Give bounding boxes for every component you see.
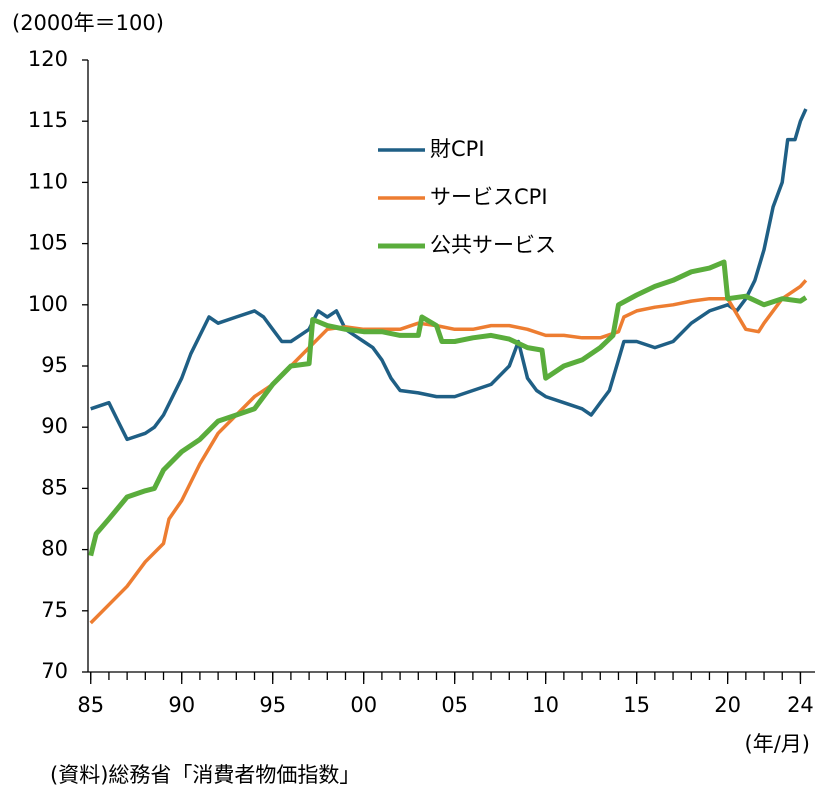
- series-line: [89, 279, 808, 625]
- x-tick-label: 00: [350, 693, 377, 717]
- y-tick-label: 115: [28, 108, 68, 132]
- legend-label: サービスCPI: [430, 185, 548, 209]
- x-tick-label: 95: [259, 693, 286, 717]
- series-line: [90, 108, 808, 442]
- y-tick-label: 110: [28, 169, 68, 193]
- y-tick-label: 80: [41, 537, 68, 561]
- y-unit-label: (2000年＝100): [12, 11, 164, 35]
- x-tick-label: 90: [168, 693, 195, 717]
- x-unit-label: (年/月): [745, 732, 810, 756]
- y-tick-label: 120: [28, 47, 68, 71]
- source: (資料)総務省「消費者物価指数」: [50, 763, 360, 787]
- x-tick-label: 15: [623, 693, 650, 717]
- y-tick-label: 70: [41, 659, 68, 683]
- x-tick-label: 20: [714, 693, 741, 717]
- y-tick-label: 105: [28, 231, 68, 255]
- series-line: [88, 259, 808, 557]
- legend-label: 公共サービス: [430, 233, 556, 257]
- x-tick-label: 85: [77, 693, 104, 717]
- x-tick-label: 10: [532, 693, 559, 717]
- y-tick-label: 100: [28, 292, 68, 316]
- x-tick-label: 24: [787, 693, 814, 717]
- y-tick-label: 85: [41, 475, 68, 499]
- legend-label: 財CPI: [430, 137, 485, 161]
- y-tick-label: 90: [41, 414, 68, 438]
- y-tick-label: 95: [41, 353, 68, 377]
- y-tick-label: 75: [41, 598, 68, 622]
- x-tick-label: 05: [441, 693, 468, 717]
